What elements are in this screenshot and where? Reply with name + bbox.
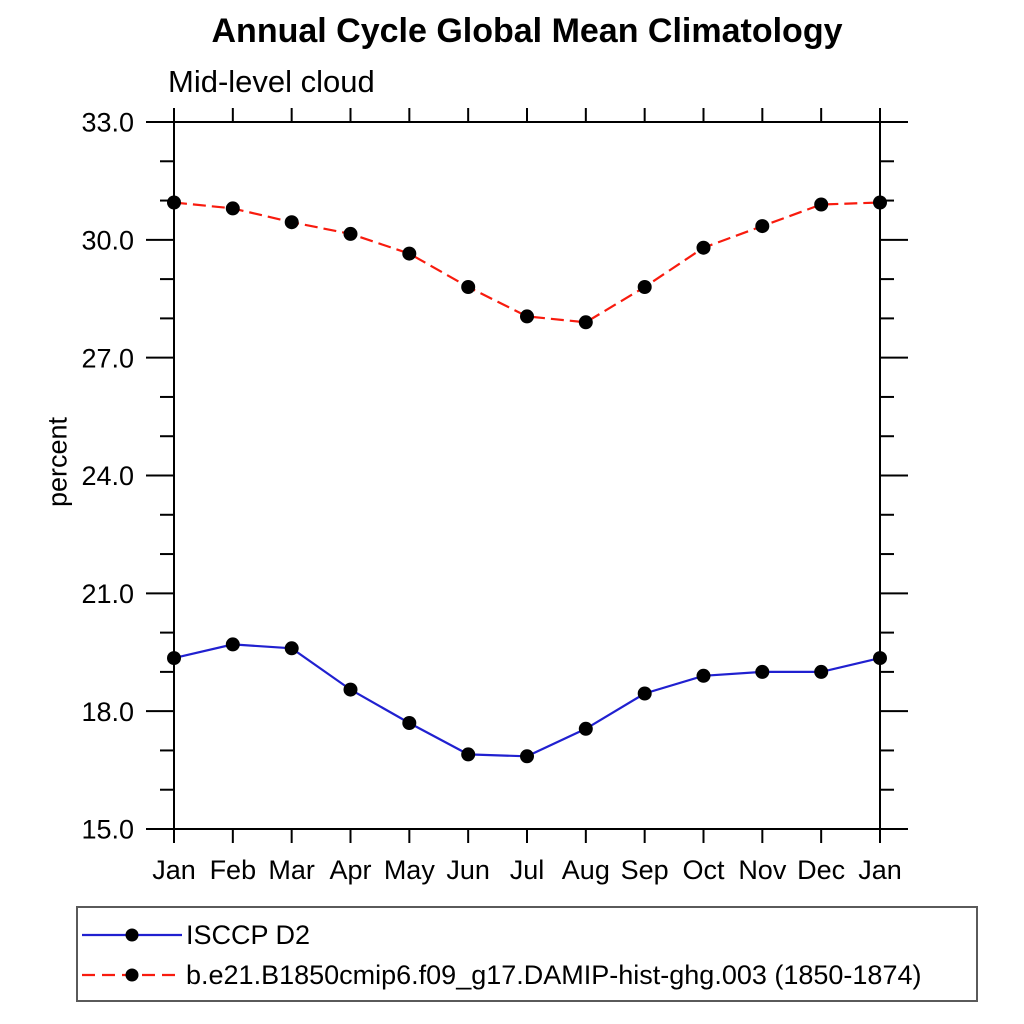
axis-tick-labels: 15.0 18.0 21.0 24.0 27.0 30.0 33.0 Jan Feb Mar Apr… bbox=[81, 108, 901, 885]
svg-text:Aug: Aug bbox=[562, 855, 610, 885]
svg-text:21.0: 21.0 bbox=[81, 579, 134, 609]
legend: ISCCP D2 b.e21.B1850cmip6.f09_g17.DAMIP-… bbox=[76, 906, 978, 1002]
plot-area: 15.0 18.0 21.0 24.0 27.0 30.0 33.0 Jan Feb Mar Apr… bbox=[81, 108, 908, 885]
svg-text:Oct: Oct bbox=[682, 855, 725, 885]
series-markers-0 bbox=[167, 637, 887, 764]
svg-text:Feb: Feb bbox=[210, 855, 257, 885]
series-line-1 bbox=[173, 201, 881, 324]
legend-line-sample-isccp bbox=[82, 928, 182, 942]
svg-text:Sep: Sep bbox=[621, 855, 669, 885]
svg-text:Mar: Mar bbox=[268, 855, 315, 885]
svg-text:27.0: 27.0 bbox=[81, 343, 134, 373]
chart-subtitle: Mid-level cloud bbox=[168, 64, 375, 99]
chart-title: Annual Cycle Global Mean Climatology bbox=[211, 12, 843, 50]
svg-text:Jan: Jan bbox=[858, 855, 902, 885]
svg-text:24.0: 24.0 bbox=[81, 461, 134, 491]
svg-text:Jun: Jun bbox=[446, 855, 490, 885]
svg-text:15.0: 15.0 bbox=[81, 815, 134, 845]
svg-text:18.0: 18.0 bbox=[81, 697, 134, 727]
series-line-0 bbox=[173, 643, 881, 758]
svg-text:Dec: Dec bbox=[797, 855, 845, 885]
legend-line-sample-model bbox=[82, 968, 182, 982]
svg-text:33.0: 33.0 bbox=[81, 108, 134, 138]
svg-text:Jul: Jul bbox=[510, 855, 545, 885]
legend-item-model: b.e21.B1850cmip6.f09_g17.DAMIP-hist-ghg.… bbox=[78, 955, 976, 995]
svg-text:Apr: Apr bbox=[329, 855, 371, 885]
svg-text:May: May bbox=[384, 855, 436, 885]
plot-frame bbox=[173, 121, 881, 830]
legend-item-isccp: ISCCP D2 bbox=[78, 915, 976, 955]
svg-text:Nov: Nov bbox=[738, 855, 787, 885]
svg-text:30.0: 30.0 bbox=[81, 226, 134, 256]
series-markers-1 bbox=[167, 195, 887, 330]
legend-label-isccp: ISCCP D2 bbox=[186, 919, 311, 950]
legend-label-model: b.e21.B1850cmip6.f09_g17.DAMIP-hist-ghg.… bbox=[186, 959, 922, 990]
svg-text:Jan: Jan bbox=[152, 855, 196, 885]
axis-ticks bbox=[146, 108, 908, 843]
